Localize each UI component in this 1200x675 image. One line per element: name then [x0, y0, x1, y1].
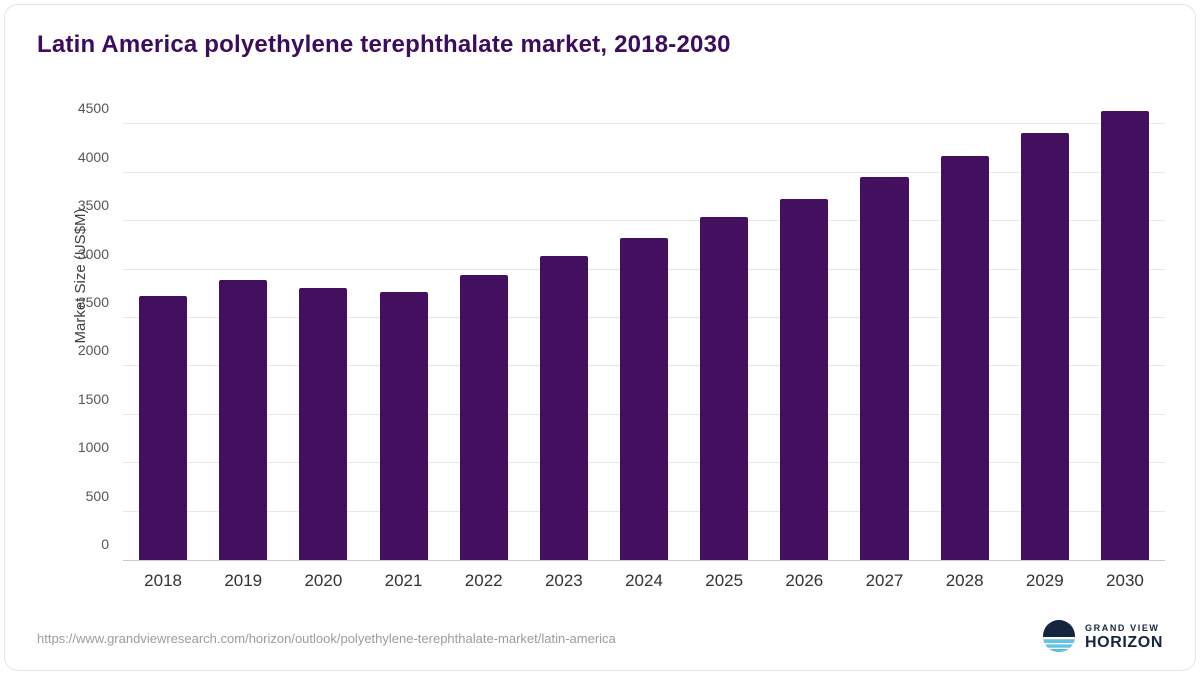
- x-tick-label: 2026: [785, 571, 824, 590]
- y-tick-label: 2500: [77, 293, 109, 310]
- gridline: [123, 220, 1165, 222]
- y-tick-label: 0: [101, 536, 109, 552]
- bar-column: [363, 105, 443, 560]
- y-tick-label: 4000: [77, 148, 109, 165]
- bar-2021: [379, 291, 428, 560]
- horizon-logo-icon: [1042, 619, 1076, 658]
- bar-2020: [299, 287, 348, 560]
- x-tick-label: 2020: [304, 571, 343, 590]
- bar-2023: [539, 256, 588, 560]
- x-axis-labels: 2018 2019 2020 2021 2022 2023 2024 2025 2026 2027…: [123, 571, 1165, 591]
- x-tick-label: 2018: [144, 571, 182, 590]
- source-url: https://www.grandviewresearch.com/horizo…: [37, 630, 616, 646]
- bar-column: [925, 105, 1005, 560]
- bar-2022: [459, 275, 508, 560]
- gridline: [123, 171, 1165, 173]
- brand-logo-text: GRAND VIEW HORIZON: [1085, 623, 1163, 652]
- y-tick-label: 4500: [77, 100, 109, 117]
- bar-column: [283, 105, 363, 560]
- bar-2025: [700, 217, 749, 560]
- y-tick-label: 500: [85, 487, 109, 504]
- x-tick-label: 2023: [544, 571, 583, 590]
- y-tick-label: 1000: [77, 439, 109, 456]
- footer: https://www.grandviewresearch.com/horizo…: [5, 614, 1195, 670]
- bar-2024: [619, 237, 669, 560]
- plot-area: 0 500 1000 1500 2000 2500 3000 3500 4000 4500: [78, 100, 1165, 561]
- y-tick-label: 3000: [77, 245, 109, 262]
- bar-column: [844, 105, 924, 560]
- bar-column: [444, 105, 524, 560]
- bar-2027: [860, 176, 909, 560]
- gridline: [123, 123, 1165, 125]
- bar-2029: [1020, 133, 1069, 560]
- bar-column: [764, 105, 844, 560]
- x-tick-label: 2028: [945, 571, 984, 590]
- brand-name-top: GRAND VIEW: [1085, 623, 1160, 634]
- x-tick-label: 2024: [625, 571, 663, 590]
- bar-column: [1085, 105, 1165, 560]
- bar-column: [203, 105, 283, 560]
- x-tick-label: 2029: [1025, 571, 1064, 590]
- bar-2030: [1100, 110, 1149, 560]
- bar-column: [123, 105, 203, 560]
- bar-series: [123, 105, 1165, 560]
- y-axis-title: Market Size (US$M): [72, 208, 90, 344]
- x-tick-label: 2025: [705, 571, 744, 590]
- x-tick-label: 2030: [1106, 571, 1144, 590]
- brand-name-bottom: HORIZON: [1085, 634, 1163, 652]
- y-tick-label: 3500: [77, 197, 109, 214]
- bar-2018: [139, 295, 188, 560]
- x-tick-label: 2019: [224, 571, 263, 590]
- bar-2028: [940, 156, 989, 560]
- y-tick-label: 2000: [77, 342, 109, 359]
- x-tick-label: 2021: [384, 571, 423, 590]
- x-tick-label: 2022: [464, 571, 503, 590]
- y-tick-label: 1500: [77, 390, 109, 407]
- bar-column: [524, 105, 604, 560]
- bar-column: [604, 105, 684, 560]
- bar-column: [1005, 105, 1085, 560]
- bar-2026: [780, 198, 829, 560]
- chart-card: Latin America polyethylene terephthalate…: [4, 4, 1196, 671]
- brand-logo: GRAND VIEW HORIZON: [1042, 619, 1163, 658]
- chart-title: Latin America polyethylene terephthalate…: [37, 31, 731, 58]
- x-tick-label: 2027: [865, 571, 904, 590]
- bar-2019: [219, 280, 268, 560]
- bar-column: [684, 105, 764, 560]
